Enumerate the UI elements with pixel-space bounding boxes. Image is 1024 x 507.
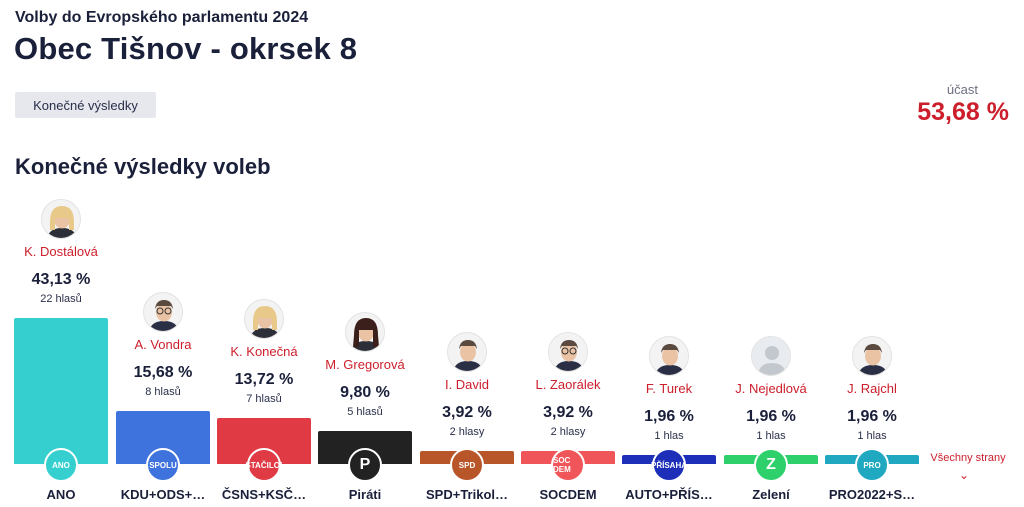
party-column[interactable]: 5 hlasů 9,80 % M. Gregorová P Piráti (318, 0, 412, 507)
party-logo-icon: SOC DEM (551, 448, 585, 482)
election-subtitle: Volby do Evropského parlamentu 2024 (15, 9, 309, 26)
candidate-avatar (345, 312, 385, 352)
candidate-name[interactable]: J. Nejedlová (735, 381, 807, 396)
candidate-name[interactable]: L. Zaorálek (535, 377, 601, 392)
party-name[interactable]: ČSNS+KSČ… (221, 487, 307, 502)
party-column[interactable]: 1 hlas 1,96 % J. Rajchl PRO PRO2022+S… (825, 0, 919, 507)
turnout-label: účast (946, 82, 978, 97)
votes-count: 7 hlasů (246, 393, 282, 405)
turnout-value: 53,68 % (917, 98, 1009, 126)
votes-count: 22 hlasů (40, 293, 82, 305)
party-logo-icon: SPOLU (146, 448, 180, 482)
section-title: Konečné výsledky voleb (15, 154, 271, 179)
party-name[interactable]: KDU+ODS+… (120, 487, 206, 502)
candidate-avatar (447, 332, 487, 372)
party-logo-icon: P (348, 448, 382, 482)
party-column[interactable]: 7 hlasů 13,72 % K. Konečná STAČILO! ČSNS+KSČ… (217, 0, 311, 507)
page-title: Obec Tišnov - okrsek 8 (14, 31, 358, 66)
party-logo-icon: Z (754, 448, 788, 482)
votes-count: 1 hlas (654, 430, 684, 442)
candidate-name[interactable]: F. Turek (645, 381, 693, 396)
votes-count: 8 hlasů (145, 386, 181, 398)
vote-percent: 43,13 % (31, 271, 91, 288)
candidate-name[interactable]: A. Vondra (134, 337, 192, 352)
result-bar (14, 318, 108, 464)
candidate-avatar (751, 336, 791, 376)
party-name[interactable]: ANO (46, 487, 76, 502)
party-column[interactable]: 8 hlasů 15,68 % A. Vondra SPOLU KDU+ODS+… (116, 0, 210, 507)
votes-count: 2 hlasy (449, 426, 485, 438)
party-logo-icon: PRO (855, 448, 889, 482)
candidate-avatar (649, 336, 689, 376)
vote-percent: 1,96 % (644, 408, 694, 425)
candidate-avatar (143, 292, 183, 332)
party-logo-icon: STAČILO! (245, 448, 283, 482)
chevron-down-icon[interactable]: ⌄ (959, 468, 970, 482)
all-parties-link[interactable]: Všechny strany (930, 452, 1006, 464)
candidate-name[interactable]: I. David (444, 377, 490, 392)
candidate-avatar (852, 336, 892, 376)
vote-percent: 3,92 % (543, 404, 593, 421)
vote-percent: 9,80 % (340, 384, 390, 401)
candidate-avatar (41, 199, 81, 239)
party-logo-icon: ANO (44, 448, 78, 482)
votes-count: 5 hlasů (347, 406, 383, 418)
candidate-avatar (244, 299, 284, 339)
party-column[interactable]: 2 hlasy 3,92 % L. Zaorálek SOC DEM SOCDEM (521, 0, 615, 507)
party-column[interactable]: 22 hlasů 43,13 % K. Dostálová ANO ANO (14, 0, 108, 507)
votes-count: 1 hlas (756, 430, 786, 442)
votes-count: 1 hlas (857, 430, 887, 442)
candidate-avatar (548, 332, 588, 372)
vote-percent: 1,96 % (847, 408, 897, 425)
party-logo-icon: SPD (450, 448, 484, 482)
vote-percent: 13,72 % (234, 371, 294, 388)
vote-percent: 15,68 % (133, 364, 193, 381)
party-name[interactable]: Zelení (752, 487, 790, 502)
party-column[interactable]: 1 hlas 1,96 % J. Nejedlová Z Zelení (724, 0, 818, 507)
candidate-name[interactable]: J. Rajchl (847, 381, 897, 396)
candidate-name[interactable]: K. Konečná (230, 344, 298, 359)
party-name[interactable]: AUTO+PŘÍS… (625, 487, 713, 502)
candidate-name[interactable]: M. Gregorová (325, 357, 405, 372)
candidate-name[interactable]: K. Dostálová (24, 244, 98, 259)
final-results-button[interactable]: Konečné výsledky (15, 92, 156, 118)
party-column[interactable]: 2 hlasy 3,92 % I. David SPD SPD+Trikol… (420, 0, 514, 507)
vote-percent: 3,92 % (442, 404, 492, 421)
votes-count: 2 hlasy (550, 426, 586, 438)
party-name[interactable]: SPD+Trikol… (426, 487, 508, 502)
vote-percent: 1,96 % (746, 408, 796, 425)
party-name[interactable]: Piráti (348, 487, 382, 502)
party-logo-icon: PŘÍSAHA (651, 448, 687, 482)
party-column[interactable]: 1 hlas 1,96 % F. Turek PŘÍSAHA AUTO+PŘÍS… (622, 0, 716, 507)
party-name[interactable]: SOCDEM (539, 487, 597, 502)
party-name[interactable]: PRO2022+S… (828, 487, 916, 502)
